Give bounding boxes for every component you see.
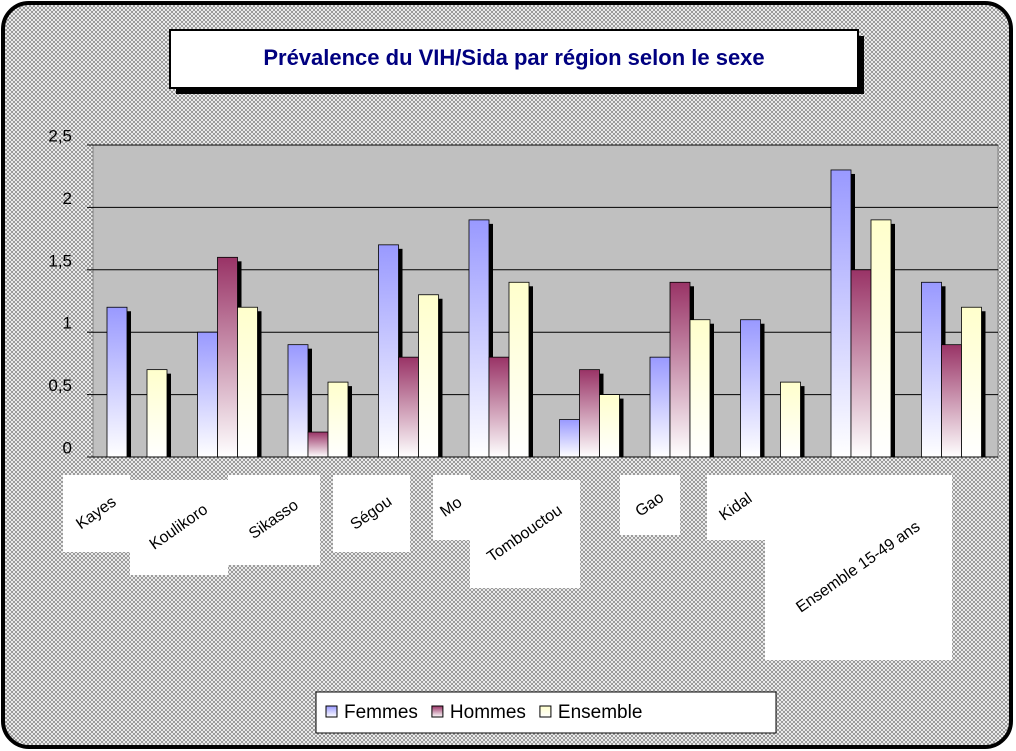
bar-shadow (348, 386, 352, 457)
title-box (169, 29, 859, 89)
legend-swatch (539, 705, 552, 718)
bar (941, 344, 962, 458)
bar-shadow (981, 311, 986, 457)
legend-swatch (325, 705, 338, 718)
legend-swatch (431, 705, 444, 718)
bar (850, 269, 872, 458)
bar (217, 256, 238, 458)
bar (649, 356, 671, 458)
legend-label: Ensemble (558, 702, 643, 723)
bar (197, 331, 218, 458)
x-label-box (470, 480, 580, 588)
bar-shadow (257, 311, 262, 457)
y-tick-label: 0,5 (48, 376, 72, 395)
x-label-box (433, 475, 470, 540)
x-label-box (333, 475, 410, 552)
bar (418, 294, 439, 458)
bar (579, 369, 600, 458)
bar (468, 219, 490, 458)
bar-shadow (800, 386, 805, 457)
bar (327, 381, 349, 458)
bar (398, 356, 419, 458)
bar (921, 281, 942, 458)
bar (830, 169, 852, 458)
bar (740, 319, 761, 458)
bar-shadow (760, 323, 765, 457)
y-tick-label: 2 (63, 189, 72, 208)
bar (488, 356, 510, 458)
bar-shadow (167, 373, 171, 457)
legend-label: Hommes (450, 702, 526, 723)
bar-shadow (127, 311, 131, 457)
bar (106, 306, 128, 458)
bar (961, 306, 982, 458)
bar-shadow (489, 223, 493, 457)
bar (307, 431, 329, 458)
y-tick-label: 0 (63, 438, 72, 457)
bar-shadow (438, 298, 443, 457)
bar-shadow (891, 223, 895, 457)
bar (287, 344, 309, 458)
y-tick-label: 1,5 (48, 251, 72, 270)
bar (146, 369, 168, 458)
bar-shadow (619, 398, 624, 457)
x-label-box (707, 475, 765, 540)
x-label-box (620, 475, 680, 535)
bar (689, 319, 711, 458)
bar (378, 244, 399, 458)
bar-shadow (308, 348, 312, 457)
bar (508, 281, 530, 458)
bar (237, 306, 258, 458)
x-label-box (130, 480, 228, 575)
bar (559, 419, 580, 458)
bar-shadow (710, 323, 714, 457)
bar-shadow (398, 248, 403, 457)
chart-title: Prévalence du VIH/Sida par région selon … (263, 45, 764, 70)
bar (599, 394, 620, 458)
bar (669, 281, 691, 458)
bar (870, 219, 892, 458)
x-label-box (765, 475, 952, 660)
legend-label: Femmes (344, 702, 418, 723)
y-tick-label: 1 (63, 314, 72, 333)
y-tick-label: 2,5 (48, 126, 72, 145)
x-label-box (63, 475, 130, 552)
bar (780, 381, 801, 458)
bar-shadow (529, 286, 533, 457)
x-label-box (228, 475, 320, 565)
